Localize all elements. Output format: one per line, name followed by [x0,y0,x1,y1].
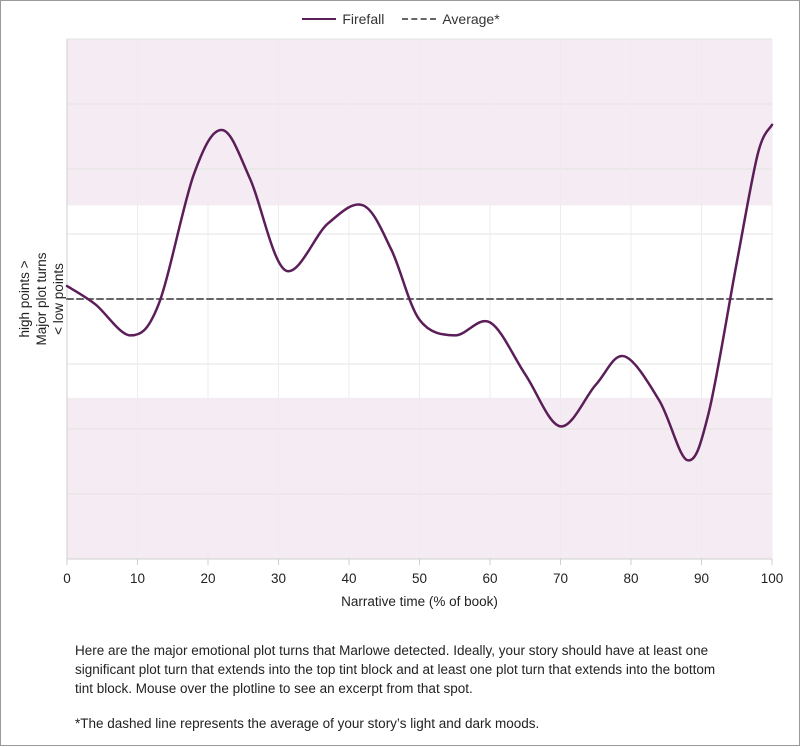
chart-description: Here are the major emotional plot turns … [75,643,716,696]
legend: Firefall Average* [1,11,800,27]
x-tick-label: 20 [200,571,215,586]
legend-item-average[interactable]: Average* [402,11,500,27]
x-tick-label: 0 [63,571,71,586]
x-tick-label: 90 [694,571,709,586]
legend-swatch-dashed [402,18,437,20]
x-tick-label: 60 [482,571,497,586]
x-tick-label: 100 [761,571,784,586]
y-axis-label-high: high points > [17,260,32,338]
x-tick-label: 30 [271,571,286,586]
series-lines[interactable] [65,123,774,462]
x-tick-label: 70 [553,571,568,586]
x-axis-ticks: 0 10 20 30 40 50 60 70 80 90 100 [63,559,783,586]
x-tick-label: 40 [341,571,356,586]
chart-footnote: *The dashed line represents the average … [75,716,540,731]
y-axis-label-main: Major plot turns [34,252,49,346]
x-axis-label: Narrative time (% of book) [341,594,498,609]
legend-label-firefall: Firefall [342,11,385,27]
firefall-plotline[interactable] [65,123,774,462]
legend-swatch-solid [302,18,337,20]
x-tick-label: 10 [130,571,145,586]
y-axis-label: high points > Major plot turns < low poi… [16,149,66,449]
legend-item-firefall[interactable]: Firefall [302,11,384,27]
legend-label-average: Average* [442,11,500,27]
y-axis-label-low: < low points [51,263,66,335]
x-tick-label: 80 [623,571,638,586]
x-tick-label: 50 [412,571,427,586]
